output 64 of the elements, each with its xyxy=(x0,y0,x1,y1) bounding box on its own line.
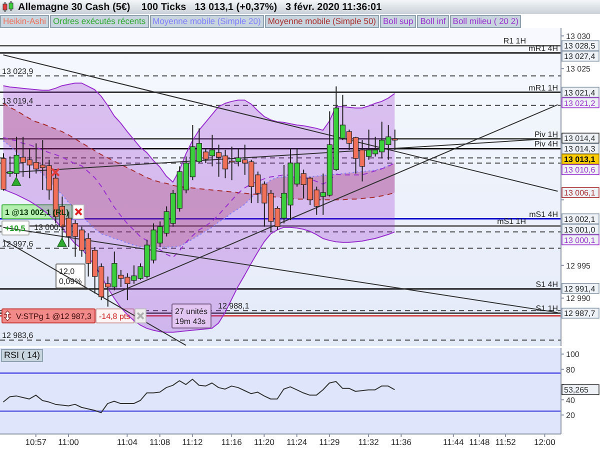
annotation: 27 unités 19m 43s xyxy=(175,307,208,326)
text: 13 021,2 xyxy=(564,98,596,108)
x-tick-label: 11:20 xyxy=(254,437,275,448)
ref-line-label: mS1 1H xyxy=(497,217,526,226)
text: Moyenne mobile (Simple 50) xyxy=(264,14,380,28)
text: 13 021,4 xyxy=(564,88,596,98)
y-tick-label: 13 030 xyxy=(566,32,592,41)
x-tick-label: 11:48 xyxy=(469,437,490,448)
ref-line-label: mS1 4H xyxy=(529,210,558,219)
text: Boll sup xyxy=(380,14,416,28)
ref-line-label: 12 997,6 xyxy=(2,239,34,248)
text: Boll milieu ( 20 2) xyxy=(450,14,522,28)
text: 13 013,1 xyxy=(564,155,596,164)
x-tick-label: 11:52 xyxy=(495,437,516,448)
annotation: -14,8 pts xyxy=(99,312,130,321)
text: Ordres exécutés récents xyxy=(50,14,149,28)
text: 13 001,0 xyxy=(564,225,596,234)
text: Boll inf xyxy=(417,14,449,28)
text: 13 010,6 xyxy=(564,166,596,175)
x-tick-label: 11:08 xyxy=(150,437,170,448)
ref-line-label: 12 988,1 xyxy=(218,302,250,311)
x-tick-label: 12:00 xyxy=(534,437,556,448)
ref-line-label: 12 983,6 xyxy=(2,331,34,340)
annotation: V:STPg 1 @12 987,3 xyxy=(16,312,92,321)
text: 53,265 xyxy=(564,386,590,395)
ref-line-label: 13 023,9 xyxy=(2,66,34,76)
x-tick-label: 11:16 xyxy=(221,437,242,448)
y-tick-label: 100 xyxy=(566,350,580,360)
x-tick-label: 11:00 xyxy=(58,437,80,448)
y-tick-label: 80 xyxy=(566,365,576,374)
y-tick-label: 12 990 xyxy=(566,294,592,304)
text: 13 006,1 xyxy=(564,188,596,198)
text: 12 987,7 xyxy=(564,309,596,318)
text: 13 014,3 xyxy=(564,144,596,154)
y-tick-label: 13 025 xyxy=(566,64,592,74)
text: 13 000,1 xyxy=(564,236,596,245)
x-tick-label: 11:44 xyxy=(443,437,464,448)
x-tick-label: 10:57 xyxy=(25,437,47,448)
chart-title: Allemagne 30 Cash (5€) xyxy=(18,2,130,12)
y-tick-label: 12 995 xyxy=(566,261,592,270)
ref-line-label: S1 4H xyxy=(536,280,558,289)
text: 13 002,1 xyxy=(564,214,596,224)
y-tick-label: 40 xyxy=(566,396,576,405)
chart-title: RSI ( 14) xyxy=(1,349,44,362)
text: Moyenne mobile (Simple 20) xyxy=(150,14,264,28)
x-tick-label: 11:29 xyxy=(319,437,340,448)
ref-line-label: Piv 4H xyxy=(534,140,558,149)
x-tick-label: 11:36 xyxy=(390,437,412,448)
x-tick-label: 11:04 xyxy=(116,437,138,448)
text: Heikin-Ashi xyxy=(0,14,49,28)
chart-subtitle: 100 Ticks 13 013,1 (+0,37%) 3 févr. 2020 11:36:01 xyxy=(140,2,382,12)
ref-line-label: mR1 1H xyxy=(528,83,558,92)
text: 13 014,4 xyxy=(564,134,596,144)
x-tick-label: 11:24 xyxy=(286,437,308,448)
x-tick-label: 11:12 xyxy=(182,437,204,448)
text: 13 028,5 xyxy=(564,42,596,51)
y-tick-label: 20 xyxy=(566,410,576,420)
ref-line-label: mR1 4H xyxy=(528,44,558,53)
x-tick-label: 11:32 xyxy=(358,437,380,448)
text: 13 027,4 xyxy=(564,52,596,62)
ref-line-label: 13 019,4 xyxy=(2,96,34,106)
ref-line-label: Piv 1H xyxy=(534,130,558,139)
ref-line-label: R1 1H xyxy=(503,36,526,46)
text: 12 991,4 xyxy=(564,284,596,294)
